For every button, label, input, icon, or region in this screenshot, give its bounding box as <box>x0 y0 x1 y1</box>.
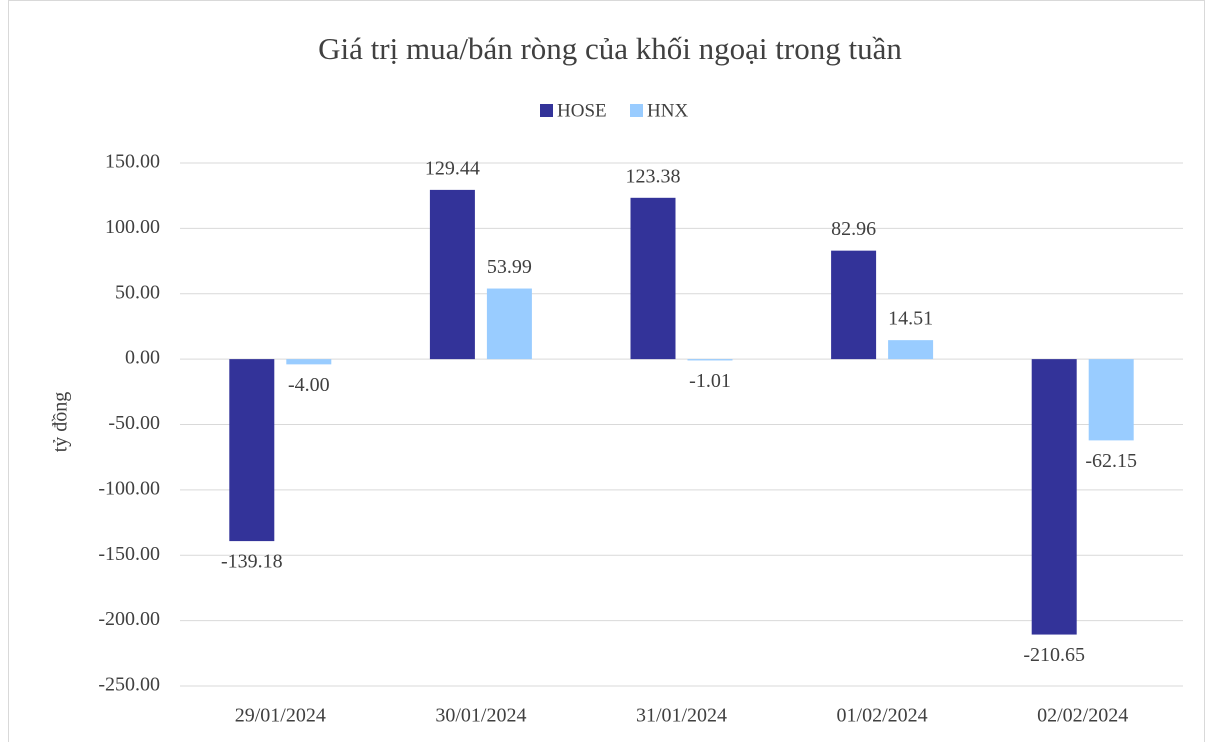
data-label: 123.38 <box>626 165 681 187</box>
y-tick-label: -100.00 <box>98 477 160 499</box>
data-label: 14.51 <box>888 308 933 330</box>
bar <box>687 359 733 361</box>
y-tick-label: -50.00 <box>108 412 160 434</box>
data-label: -1.01 <box>689 370 731 392</box>
y-tick-label: 150.00 <box>105 151 160 173</box>
x-tick-label: 02/02/2024 <box>1037 705 1128 727</box>
data-label: -139.18 <box>221 551 283 573</box>
y-tick-label: -250.00 <box>98 674 160 696</box>
data-label: 129.44 <box>425 157 480 179</box>
legend-swatch <box>630 104 643 117</box>
data-label: 53.99 <box>487 256 532 278</box>
y-tick-label: -200.00 <box>98 608 160 630</box>
chart-title: Giá trị mua/bán ròng của khối ngoại tron… <box>318 31 902 66</box>
x-tick-label: 31/01/2024 <box>636 705 727 727</box>
x-tick-label: 29/01/2024 <box>235 705 326 727</box>
x-tick-label: 30/01/2024 <box>435 705 526 727</box>
chart-border <box>8 0 1205 742</box>
y-tick-label: 0.00 <box>125 347 160 369</box>
x-tick-label: 01/02/2024 <box>837 705 928 727</box>
bar <box>429 189 475 360</box>
data-label: -4.00 <box>288 374 330 396</box>
y-axis-label: tỷ đồng <box>50 392 72 453</box>
bar <box>486 288 532 360</box>
data-label: 82.96 <box>831 218 876 240</box>
bar <box>1088 359 1134 441</box>
bar <box>831 250 877 360</box>
bar <box>630 197 676 360</box>
y-tick-label: 100.00 <box>105 216 160 238</box>
data-label: -210.65 <box>1023 644 1085 666</box>
y-tick-label: -150.00 <box>98 543 160 565</box>
legend-swatch <box>540 104 553 117</box>
bar <box>286 359 332 365</box>
legend-label: HNX <box>647 100 688 121</box>
data-label: -62.15 <box>1085 450 1137 472</box>
y-tick-label: 50.00 <box>115 281 160 303</box>
bar <box>229 359 275 542</box>
bar <box>888 340 934 360</box>
legend-label: HOSE <box>557 100 607 121</box>
bar <box>1031 359 1077 635</box>
